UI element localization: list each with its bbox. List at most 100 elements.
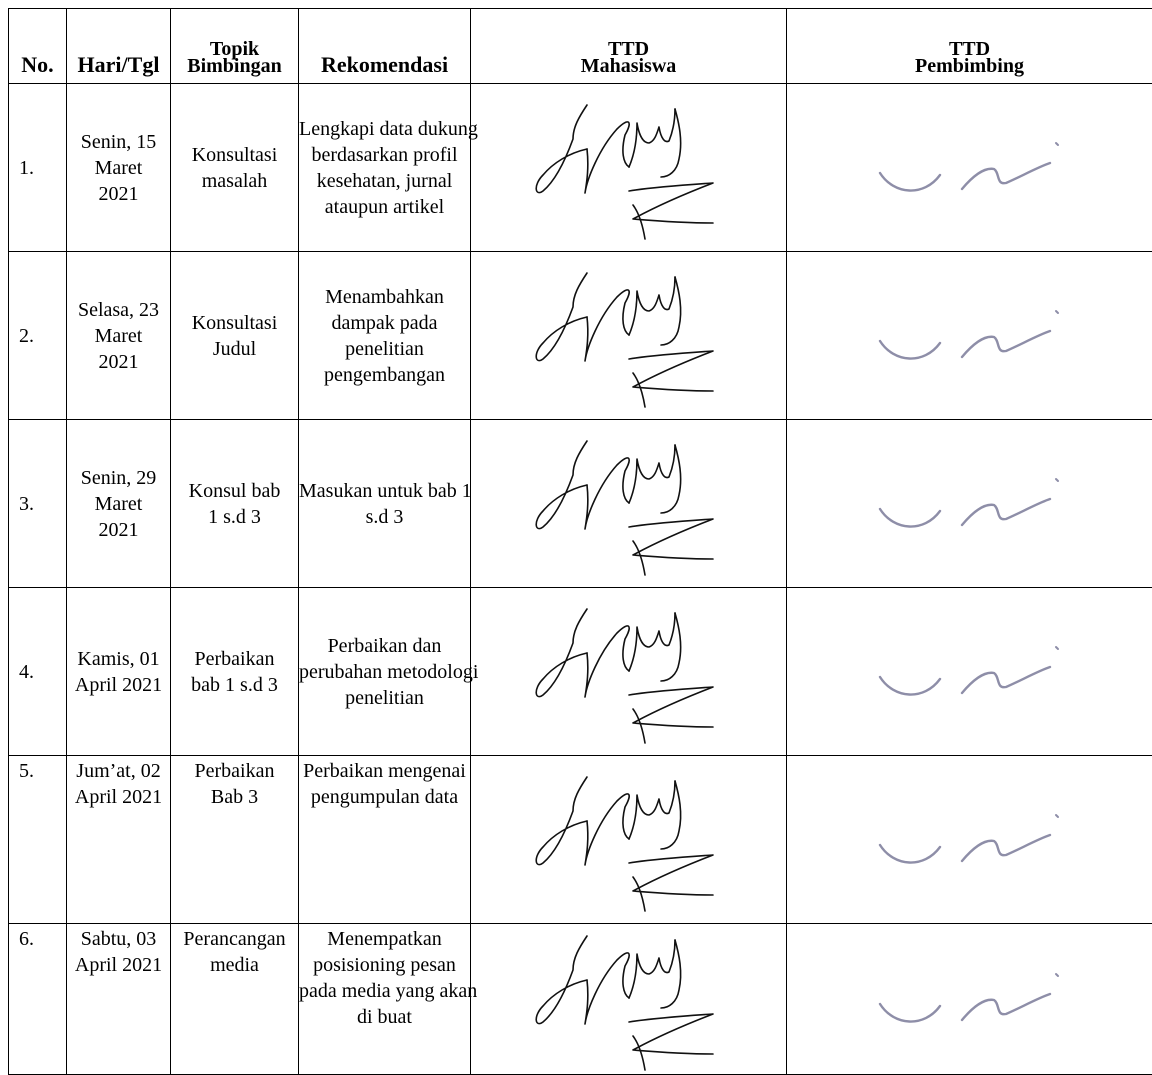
row-date-line: Maret	[67, 491, 170, 517]
row-topic-line: bab 1 s.d 3	[171, 672, 298, 698]
student-signature-cell	[471, 252, 787, 420]
row-recommendation-line: s.d 3	[299, 504, 470, 530]
supervisor-signature-cell	[787, 420, 1152, 588]
row-recommendation-line: Menempatkan	[299, 926, 470, 952]
row-date-line: Senin, 15	[67, 129, 170, 155]
header-supervisor-signature-line-2: Pembimbing	[787, 58, 1152, 75]
student-signature-cell	[471, 420, 787, 588]
student-signature-cell	[471, 84, 787, 252]
supervisor-signature-cell	[787, 924, 1152, 1075]
student-signature	[529, 765, 729, 915]
row-recommendation-line: Masukan untuk bab 1	[299, 478, 470, 504]
student-signature	[529, 924, 729, 1074]
row-recommendation-line: ataupun artikel	[299, 194, 470, 220]
row-recommendation-line: pada media yang akan	[299, 978, 470, 1004]
supervisor-signature	[870, 113, 1070, 223]
row-recommendation-line: perubahan metodologi	[299, 659, 470, 685]
supervisor-signature-cell	[787, 756, 1152, 924]
student-signature-cell	[471, 924, 787, 1075]
supervisor-signature-cell	[787, 252, 1152, 420]
supervisor-signature	[870, 449, 1070, 559]
row-recommendation-line: pengumpulan data	[299, 784, 470, 810]
row-topic-line: Konsultasi	[171, 142, 298, 168]
row-topic-line: Perancangan	[171, 926, 298, 952]
row-recommendation-line: dampak pada	[299, 310, 470, 336]
row-number: 5.	[9, 756, 67, 924]
row-date-line: 2021	[67, 517, 170, 543]
row-date-line: Maret	[67, 323, 170, 349]
row-date-line: April 2021	[67, 672, 170, 698]
row-recommendation-line: Perbaikan mengenai	[299, 758, 470, 784]
row-recommendation-line: di buat	[299, 1004, 470, 1030]
header-recommendation: Rekomendasi	[299, 9, 471, 84]
row-number: 4.	[9, 588, 67, 756]
supervisor-signature-cell	[787, 588, 1152, 756]
row-number: 6.	[9, 924, 67, 1075]
header-student-signature-line-2: Mahasiswa	[471, 58, 786, 75]
row-topic-line: masalah	[171, 168, 298, 194]
student-signature-cell	[471, 756, 787, 924]
row-recommendation-line: penelitian	[299, 685, 470, 711]
row-number: 3.	[9, 420, 67, 588]
row-date-line: 2021	[67, 181, 170, 207]
row-date-line: April 2021	[67, 784, 170, 810]
row-topic-line: Bab 3	[171, 784, 298, 810]
header-no: No.	[9, 9, 67, 84]
row-recommendation-line: pengembangan	[299, 362, 470, 388]
row-topic-line: 1 s.d 3	[171, 504, 298, 530]
row-recommendation-line: berdasarkan profil	[299, 142, 470, 168]
student-signature	[529, 93, 729, 243]
supervisor-signature	[870, 785, 1070, 895]
row-topic-line: Konsultasi	[171, 310, 298, 336]
row-recommendation-line: posisioning pesan	[299, 952, 470, 978]
supervisor-signature	[870, 944, 1070, 1054]
supervisor-signature-cell	[787, 84, 1152, 252]
student-signature	[529, 261, 729, 411]
row-recommendation-line: penelitian	[299, 336, 470, 362]
student-signature	[529, 597, 729, 747]
supervisor-signature	[870, 281, 1070, 391]
supervisor-signature	[870, 617, 1070, 727]
row-date-line: April 2021	[67, 952, 170, 978]
row-date-line: Jum’at, 02	[67, 758, 170, 784]
row-date-line: Sabtu, 03	[67, 926, 170, 952]
row-topic-line: Konsul bab	[171, 478, 298, 504]
row-recommendation-line: Menambahkan	[299, 284, 470, 310]
row-date-line: 2021	[67, 349, 170, 375]
student-signature-cell	[471, 588, 787, 756]
row-topic-line: media	[171, 952, 298, 978]
row-date-line: Selasa, 23	[67, 297, 170, 323]
row-topic-line: Judul	[171, 336, 298, 362]
row-topic-line: Perbaikan	[171, 646, 298, 672]
row-number: 1.	[9, 84, 67, 252]
